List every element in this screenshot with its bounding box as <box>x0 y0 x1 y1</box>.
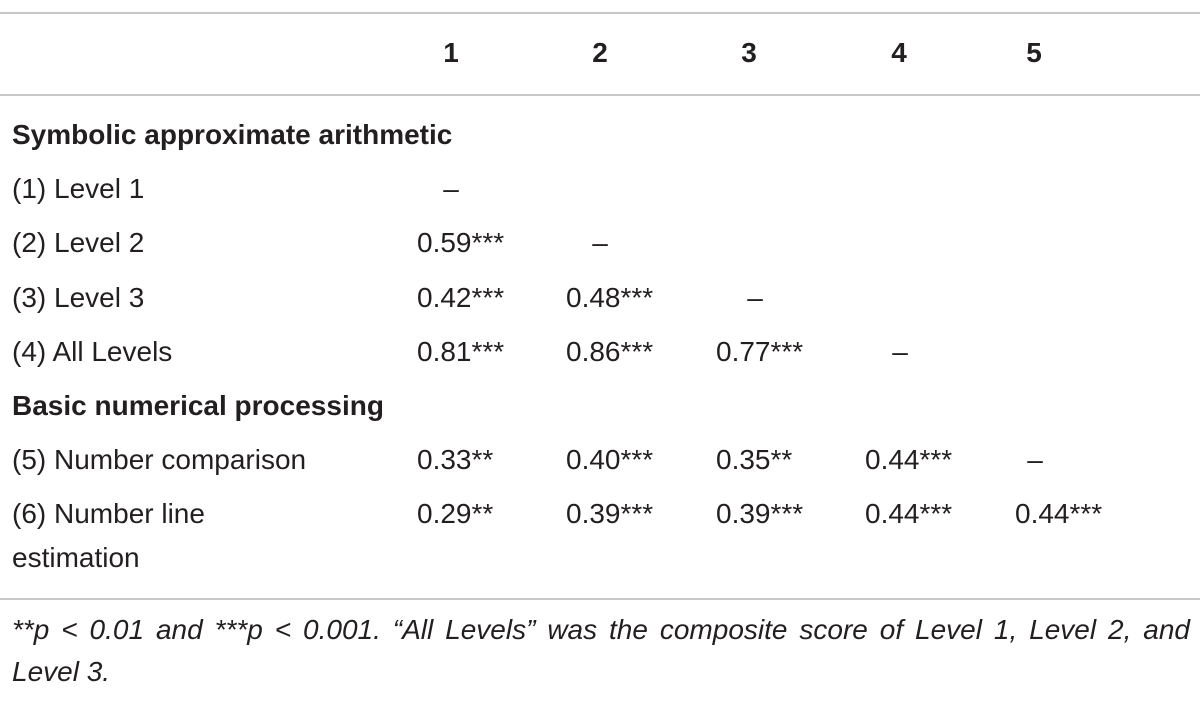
cell-level3-col1: 0.42*** <box>417 282 505 313</box>
table-footnote: **p < 0.01 and ***p < 0.001. “All Levels… <box>12 614 1190 687</box>
cell-comparison-col2: 0.40*** <box>566 444 654 475</box>
cell-level3-col3: – <box>747 282 763 313</box>
cell-estimation-col5: 0.44*** <box>1015 498 1103 529</box>
section-title-symbolic: Symbolic approximate arithmetic <box>12 119 453 150</box>
top-rule <box>0 12 1200 14</box>
header-rule <box>0 94 1200 96</box>
cell-level3-col2: 0.48*** <box>566 282 654 313</box>
section-title-basic: Basic numerical processing <box>12 390 384 421</box>
cell-level2-col2: – <box>592 227 608 258</box>
cell-estimation-col4: 0.44*** <box>865 498 953 529</box>
cell-comparison-col4: 0.44*** <box>865 444 953 475</box>
cell-estimation-col2: 0.39*** <box>566 498 654 529</box>
cell-comparison-col3: 0.35** <box>716 444 793 475</box>
column-header-5: 5 <box>1026 37 1042 68</box>
cell-estimation-col3: 0.39*** <box>716 498 804 529</box>
cell-level2-col1: 0.59*** <box>417 227 505 258</box>
row-label-level-2: (2) Level 2 <box>12 227 145 258</box>
row-label-number-line-estimation: (6) Number line estimation <box>12 498 205 573</box>
column-header-3: 3 <box>741 37 757 68</box>
cell-all-levels-col4: – <box>892 336 908 367</box>
row-label-level-3: (3) Level 3 <box>12 282 145 313</box>
cell-comparison-col5: – <box>1027 444 1043 475</box>
cell-comparison-col1: 0.33** <box>417 444 494 475</box>
cell-all-levels-col1: 0.81*** <box>417 336 505 367</box>
column-header-2: 2 <box>592 37 608 68</box>
bottom-rule <box>0 598 1200 600</box>
cell-level1-col1: – <box>443 173 459 204</box>
cell-all-levels-col2: 0.86*** <box>566 336 654 367</box>
row-label-all-levels: (4) All Levels <box>12 336 173 367</box>
column-header-1: 1 <box>443 37 459 68</box>
column-header-4: 4 <box>891 37 907 68</box>
cell-estimation-col1: 0.29** <box>417 498 494 529</box>
row-label-level-1: (1) Level 1 <box>12 173 145 204</box>
row-label-number-comparison: (5) Number comparison <box>12 444 307 475</box>
cell-all-levels-col3: 0.77*** <box>716 336 804 367</box>
